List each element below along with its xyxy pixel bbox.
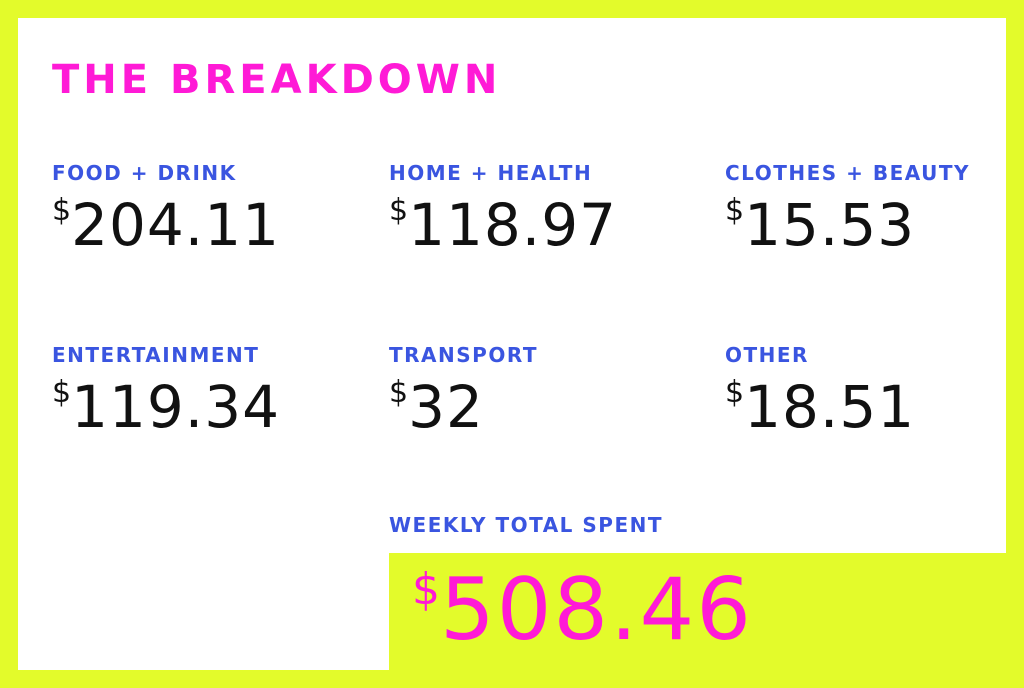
category-entertainment: ENTERTAINMENT $119.34 [52, 342, 352, 462]
category-transport: TRANSPORT $32 [389, 342, 689, 462]
currency-symbol: $ [52, 193, 72, 228]
category-label: TRANSPORT [389, 343, 538, 367]
amount-value: 15.53 [744, 191, 916, 259]
category-amount: $15.53 [725, 190, 915, 275]
amount-value: 119.34 [71, 373, 281, 441]
amount-value: 18.51 [744, 373, 916, 441]
currency-symbol: $ [389, 375, 409, 410]
total-value: 508.46 [440, 560, 753, 660]
category-label: ENTERTAINMENT [52, 343, 260, 367]
amount-value: 204.11 [71, 191, 281, 259]
category-amount: $32 [389, 372, 484, 457]
weekly-total-label: WEEKLY TOTAL SPENT [389, 513, 663, 537]
currency-symbol: $ [412, 564, 440, 615]
breakdown-panel [18, 18, 1006, 553]
amount-value: 32 [408, 373, 484, 441]
category-home-health: HOME + HEALTH $118.97 [389, 160, 689, 280]
category-label: OTHER [725, 343, 809, 367]
currency-symbol: $ [725, 193, 745, 228]
category-food-drink: FOOD + DRINK $204.11 [52, 160, 352, 280]
currency-symbol: $ [725, 375, 745, 410]
currency-symbol: $ [52, 375, 72, 410]
category-amount: $118.97 [389, 190, 617, 275]
category-label: HOME + HEALTH [389, 161, 593, 185]
category-amount: $18.51 [725, 372, 915, 457]
category-amount: $204.11 [52, 190, 280, 275]
amount-value: 118.97 [408, 191, 618, 259]
breakdown-panel-tab [18, 552, 389, 670]
category-label: CLOTHES + BEAUTY [725, 161, 970, 185]
weekly-total-amount: $508.46 [412, 560, 753, 684]
page-title: THE BREAKDOWN [52, 57, 502, 103]
category-label: FOOD + DRINK [52, 161, 237, 185]
category-other: OTHER $18.51 [725, 342, 1024, 462]
currency-symbol: $ [389, 193, 409, 228]
category-clothes-beauty: CLOTHES + BEAUTY $15.53 [725, 160, 1024, 280]
category-amount: $119.34 [52, 372, 280, 457]
